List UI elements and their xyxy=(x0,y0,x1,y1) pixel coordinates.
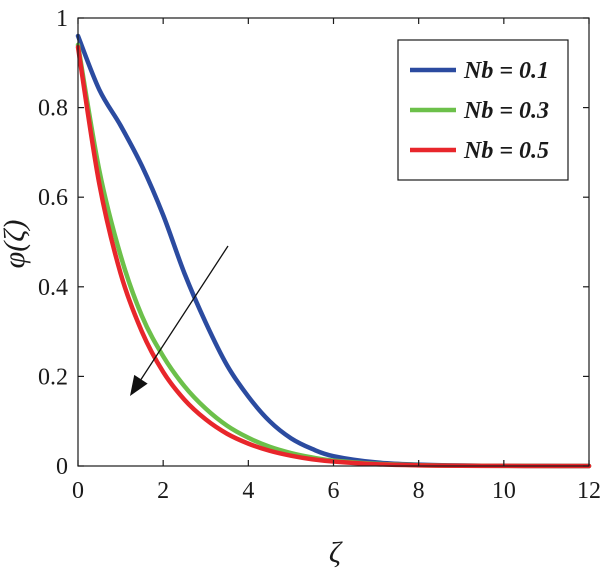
y-axis-label: φ(ζ) xyxy=(0,220,31,269)
y-tick-label: 1 xyxy=(56,6,68,32)
x-tick-label: 2 xyxy=(157,478,169,504)
x-axis-label: ζ xyxy=(329,536,343,569)
y-tick-label: 0.2 xyxy=(38,364,68,390)
y-tick-label: 0.6 xyxy=(38,185,68,211)
trend-arrow-head xyxy=(130,374,148,396)
y-tick-label: 0 xyxy=(56,454,68,480)
x-tick-label: 12 xyxy=(577,478,601,504)
x-tick-label: 0 xyxy=(72,478,84,504)
x-tick-label: 10 xyxy=(492,478,516,504)
legend-label-2: Nb = 0.3 xyxy=(463,98,549,124)
legend: Nb = 0.1 Nb = 0.3 Nb = 0.5 xyxy=(397,39,569,181)
y-tick-label: 0.4 xyxy=(38,275,68,301)
legend-label-1: Nb = 0.1 xyxy=(463,58,549,84)
trend-arrow-shaft xyxy=(139,245,229,382)
tick-layer: 0 2 4 6 8 10 12 0 0.2 0.4 0.6 0.8 1 xyxy=(38,6,601,504)
y-tick-label: 0.8 xyxy=(38,96,68,122)
x-tick-label: 4 xyxy=(242,478,254,504)
x-tick-label: 6 xyxy=(328,478,340,504)
annotation-layer xyxy=(130,245,229,396)
legend-label-3: Nb = 0.5 xyxy=(463,138,549,164)
x-tick-label: 8 xyxy=(413,478,425,504)
